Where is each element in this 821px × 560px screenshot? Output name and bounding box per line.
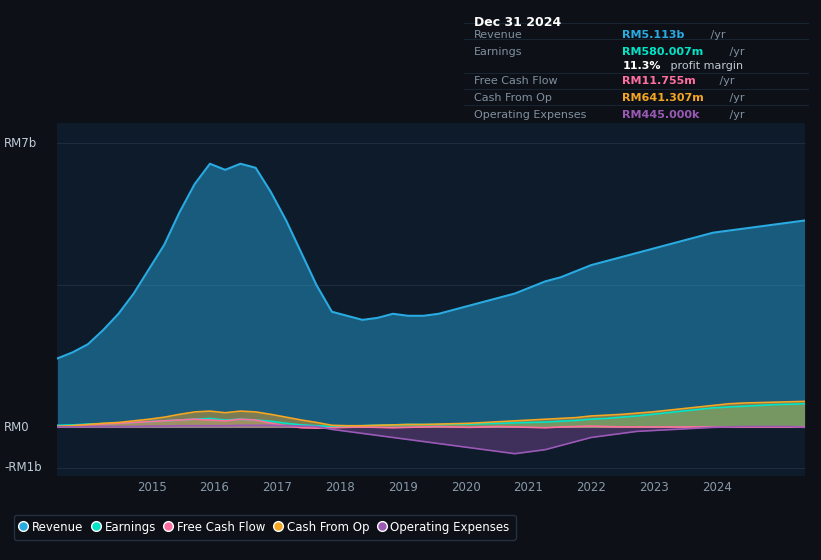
Text: Dec 31 2024: Dec 31 2024 — [475, 16, 562, 30]
Text: /yr: /yr — [726, 110, 745, 120]
Text: RM445.000k: RM445.000k — [622, 110, 699, 120]
Text: Revenue: Revenue — [475, 30, 523, 40]
Text: Free Cash Flow: Free Cash Flow — [475, 76, 557, 86]
Text: /yr: /yr — [726, 47, 745, 57]
Text: Cash From Op: Cash From Op — [475, 93, 552, 103]
Text: RM0: RM0 — [4, 421, 30, 434]
Text: /yr: /yr — [716, 76, 735, 86]
Text: RM641.307m: RM641.307m — [622, 93, 704, 103]
Text: 11.3%: 11.3% — [622, 61, 661, 71]
Text: RM580.007m: RM580.007m — [622, 47, 704, 57]
Text: profit margin: profit margin — [667, 61, 744, 71]
Text: Operating Expenses: Operating Expenses — [475, 110, 586, 120]
Text: Earnings: Earnings — [475, 47, 523, 57]
Text: RM7b: RM7b — [4, 137, 37, 150]
Legend: Revenue, Earnings, Free Cash Flow, Cash From Op, Operating Expenses: Revenue, Earnings, Free Cash Flow, Cash … — [14, 515, 516, 540]
Text: RM5.113b: RM5.113b — [622, 30, 685, 40]
Text: RM11.755m: RM11.755m — [622, 76, 696, 86]
Text: -RM1b: -RM1b — [4, 461, 42, 474]
Text: /yr: /yr — [726, 93, 745, 103]
Text: /yr: /yr — [707, 30, 725, 40]
